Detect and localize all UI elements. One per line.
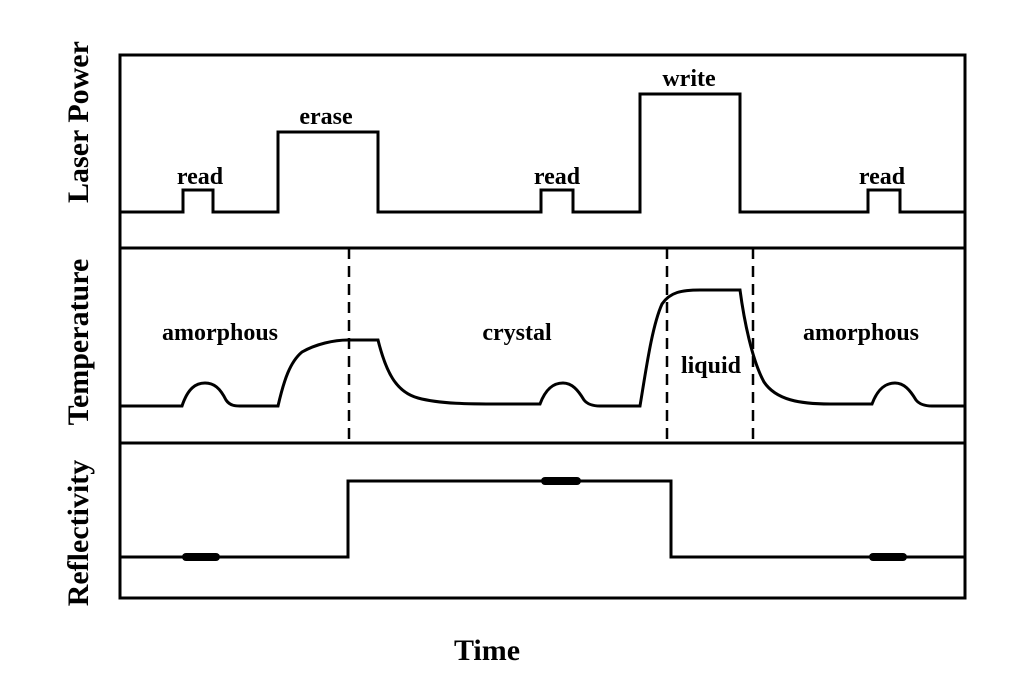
- state-label-liquid: liquid: [681, 353, 742, 379]
- pulse-label-erase: erase: [299, 104, 353, 130]
- laser-power-axis-label: Laser Power: [62, 41, 95, 203]
- time-axis-label: Time: [454, 634, 520, 667]
- pulse-label-read-1: read: [177, 164, 224, 190]
- pulse-label-read-3: read: [859, 164, 906, 190]
- reflectivity-panel: [118, 441, 967, 600]
- state-label-amorphous-1: amorphous: [162, 320, 278, 346]
- pulse-label-read-2: read: [534, 164, 581, 190]
- reflectivity-trace: [120, 479, 965, 559]
- laser-power-panel: [118, 53, 967, 250]
- laser-power-trace: [120, 92, 965, 214]
- temperature-trace: [120, 288, 965, 408]
- temperature-axis-label: Temperature: [62, 259, 95, 426]
- reflectivity-axis-label: Reflectivity: [62, 460, 95, 607]
- state-label-amorphous-2: amorphous: [803, 320, 919, 346]
- pulse-label-write: write: [662, 66, 716, 92]
- state-label-crystal: crystal: [482, 320, 552, 346]
